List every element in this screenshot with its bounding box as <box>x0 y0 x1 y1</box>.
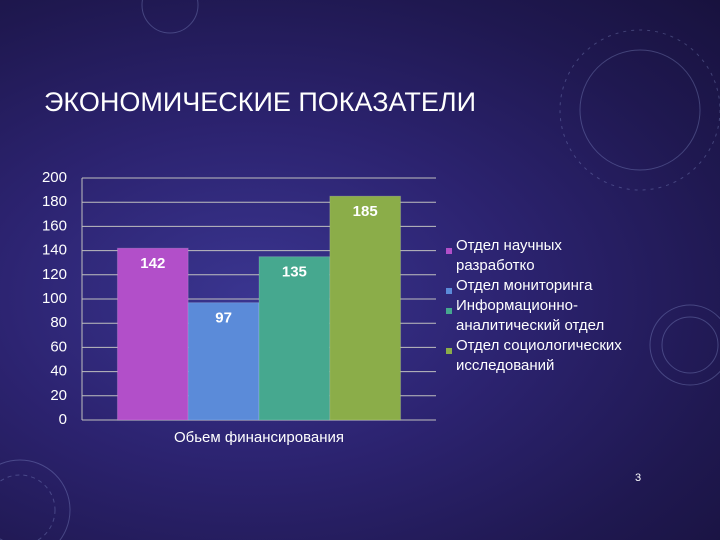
y-tick-label: 120 <box>42 266 67 283</box>
y-tick-label: 180 <box>42 193 67 210</box>
data-label: 97 <box>215 310 232 327</box>
legend-swatch <box>446 288 452 294</box>
data-label: 185 <box>353 203 378 220</box>
legend-item: Отдел социологических исследований <box>444 336 644 376</box>
data-label: 135 <box>282 264 307 281</box>
y-tick-label: 160 <box>42 217 67 234</box>
x-tick-label: Обьем финансирования <box>174 429 344 446</box>
legend-item: Отдел научных разработко <box>444 236 644 276</box>
legend-swatch <box>446 248 452 254</box>
y-tick-label: 100 <box>42 290 67 307</box>
bar <box>329 195 402 421</box>
y-tick-label: 140 <box>42 242 67 259</box>
chart-title: ЭКОНОМИЧЕСКИЕ ПОКАЗАТЕЛИ <box>44 87 476 117</box>
y-tick-label: 0 <box>59 411 67 428</box>
y-tick-label: 60 <box>50 338 67 355</box>
bar <box>187 302 260 421</box>
bar <box>116 247 189 421</box>
legend-item: Информационно-аналитический отдел <box>444 296 644 336</box>
legend-label: Отдел научных разработко <box>456 237 562 274</box>
legend-swatch <box>446 308 452 314</box>
legend: Отдел научных разработко Отдел мониторинг… <box>444 236 644 376</box>
y-tick-label: 80 <box>50 314 67 331</box>
legend-label: Отдел мониторинга <box>456 277 593 294</box>
legend-label: Отдел социологических исследований <box>456 337 622 374</box>
y-tick-label: 20 <box>50 387 67 404</box>
data-label: 142 <box>140 255 165 272</box>
y-tick-label: 40 <box>50 363 67 380</box>
bar <box>258 256 331 421</box>
slide-number: 3 <box>635 472 641 484</box>
legend-label: Информационно-аналитический отдел <box>456 297 605 334</box>
legend-item: Отдел мониторинга <box>444 276 644 296</box>
legend-swatch <box>446 348 452 354</box>
y-tick-label: 200 <box>42 169 67 186</box>
